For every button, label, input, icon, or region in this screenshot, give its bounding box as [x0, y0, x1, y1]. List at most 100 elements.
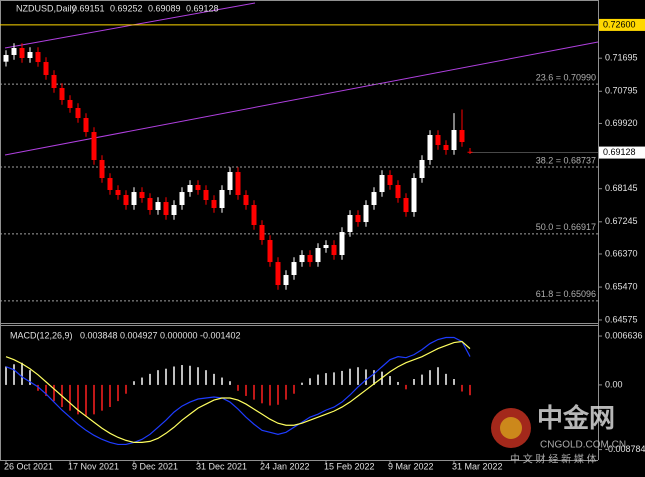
candle-body: [99, 159, 105, 179]
header-value: 0.69128: [186, 3, 219, 13]
candle-body: [395, 185, 401, 199]
candle-body: [315, 248, 321, 263]
candle-body: [243, 195, 249, 206]
candle-body: [107, 178, 113, 191]
candle-body: [331, 245, 337, 256]
candle-body: [27, 52, 33, 59]
x-tick-label: 31 Dec 2021: [196, 461, 247, 471]
candle-body: [67, 99, 73, 109]
macd-main-line: [5, 336, 471, 446]
candle-body: [195, 185, 201, 191]
candle-body: [227, 172, 233, 191]
x-tick-label: 17 Nov 2021: [68, 461, 119, 471]
candle-body: [467, 151, 473, 153]
candle-body: [59, 88, 65, 100]
header-value: 0.69151: [72, 3, 105, 13]
candle-body: [187, 185, 193, 193]
candle-body: [283, 275, 289, 286]
header-value: 0.69252: [110, 3, 143, 13]
macd-signal-line: [5, 340, 471, 443]
macd-value: 0.003848: [80, 330, 118, 340]
candle-body: [3, 54, 9, 62]
candle-body: [275, 262, 281, 286]
y-tick-label: 0.70795: [605, 86, 638, 96]
candle-body: [139, 192, 145, 199]
candle-body: [123, 195, 129, 206]
price-box-label: 0.72600: [603, 19, 636, 29]
macd-value: 0.004927: [120, 330, 158, 340]
price-box-label: 0.69128: [603, 147, 636, 157]
candle-body: [235, 172, 241, 196]
price-box: [599, 18, 645, 31]
candle-body: [11, 48, 17, 55]
y-tick-label: 0.65470: [605, 281, 638, 291]
fib-label: 61.8 = 0.65096: [536, 289, 596, 299]
candle-body: [419, 159, 425, 179]
macd-value: -0.001402: [200, 330, 241, 340]
candle-body: [219, 190, 225, 209]
candle-body: [299, 255, 305, 263]
candle-body: [379, 175, 385, 193]
candle-body: [211, 200, 217, 209]
y-tick-label: 0.69920: [605, 118, 638, 128]
candle-body: [459, 129, 465, 143]
header-value: 0.69089: [148, 3, 181, 13]
candle-body: [363, 205, 369, 223]
watermark: 中金网 CNGOLD.COM.CN 中 文 财 经 新 媒 体: [491, 403, 626, 466]
y-tick-label: 0.66370: [605, 248, 638, 258]
x-tick-label: 24 Jan 2022: [260, 461, 310, 471]
candle-body: [75, 108, 81, 119]
candle-body: [371, 192, 377, 206]
macd-value: 0.000000: [160, 330, 198, 340]
y-tick-label: 0.68145: [605, 183, 638, 193]
candle-body: [291, 262, 297, 276]
candle-body: [179, 192, 185, 206]
candle-body: [19, 48, 25, 59]
x-tick-label: 26 Oct 2021: [4, 461, 53, 471]
candle-body: [251, 205, 257, 226]
candle-body: [435, 134, 441, 145]
trend-line: [4, 41, 599, 156]
candle-body: [387, 175, 393, 186]
y-tick-label: 0.71695: [605, 53, 638, 63]
candle-body: [147, 198, 153, 211]
fib-label: 23.6 = 0.70990: [536, 72, 596, 82]
y-tick-label: 0.67245: [605, 216, 638, 226]
candle-body: [171, 205, 177, 216]
x-tick-label: 9 Dec 2021: [132, 461, 178, 471]
candle-body: [259, 225, 265, 241]
brand: 中金网: [537, 403, 615, 433]
candle-body: [91, 132, 97, 160]
x-tick-label: 9 Mar 2022: [388, 461, 434, 471]
x-tick-label: 31 Mar 2022: [452, 461, 503, 471]
candle-body: [43, 62, 49, 75]
y-tick-label: 0.006636: [605, 330, 643, 340]
candle-body: [203, 190, 209, 201]
candle-body: [411, 178, 417, 213]
candle-body: [307, 255, 313, 263]
candle-body: [427, 134, 433, 160]
fib-label: 38.2 = 0.68737: [536, 155, 596, 165]
tagline: 中 文 财 经 新 媒 体: [510, 453, 597, 466]
candle-body: [355, 215, 361, 223]
y-tick-label: 0.00: [605, 379, 623, 389]
logo: [500, 417, 522, 439]
candle-body: [51, 74, 57, 89]
candle-body: [443, 144, 449, 150]
symbol: NZDUSD,Daily: [16, 3, 77, 13]
candle-body: [83, 118, 89, 133]
site: CNGOLD.COM.CN: [540, 440, 626, 451]
price-box: [599, 146, 645, 159]
candle-body: [267, 240, 273, 263]
candle-body: [323, 245, 329, 249]
candle-body: [451, 129, 457, 150]
candle-body: [115, 190, 121, 196]
x-tick-label: 15 Feb 2022: [324, 461, 375, 471]
fib-label: 50.0 = 0.66917: [536, 222, 596, 232]
macd-title: MACD(12,26,9): [10, 330, 73, 340]
y-tick-label: -0.008784: [605, 444, 645, 454]
candle-body: [347, 215, 353, 233]
candle-body: [403, 198, 409, 213]
candle-body: [163, 202, 169, 216]
